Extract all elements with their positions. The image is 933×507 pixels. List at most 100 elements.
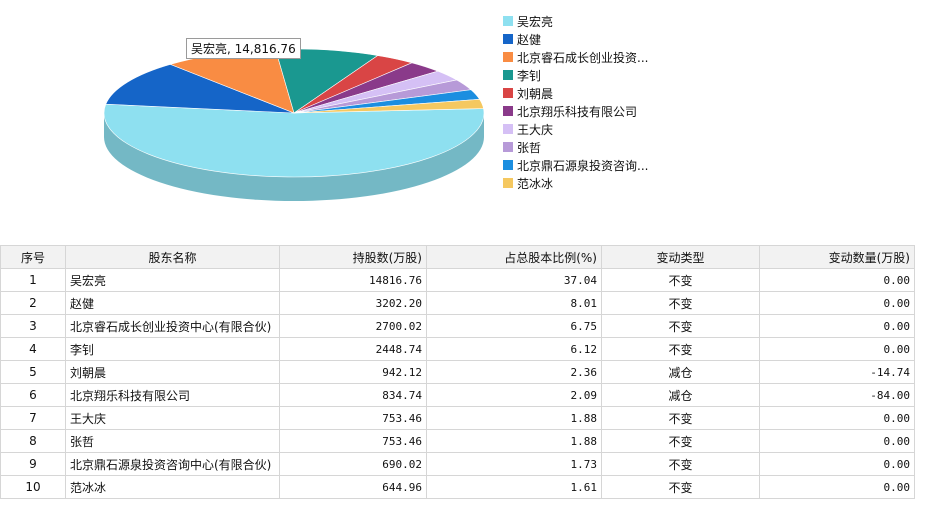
legend-item[interactable]: 刘朝晨 [503,84,648,102]
cell-change-type: 不变 [601,475,760,499]
cell-index: 2 [0,291,66,315]
legend-label: 张哲 [517,140,542,155]
legend-label: 赵健 [517,32,542,47]
pie-slice[interactable] [103,103,485,178]
cell-holder-name: 北京鼎石源泉投资咨询中心(有限合伙) [65,452,280,476]
legend-swatch [503,34,513,44]
cell-change-type: 不变 [601,452,760,476]
cell-holder-name: 刘朝晨 [65,360,280,384]
table-row: 10 范冰冰 644.96 1.61 不变 0.00 [0,475,915,499]
header-change-type: 变动类型 [601,245,760,269]
legend-label: 刘朝晨 [517,86,554,101]
legend-label: 北京鼎石源泉投资咨询... [517,158,649,173]
legend-swatch [503,178,513,188]
header-index: 序号 [0,245,66,269]
cell-shares: 942.12 [279,360,427,384]
cell-holder-name: 赵健 [65,291,280,315]
cell-shares: 753.46 [279,406,427,430]
cell-index: 8 [0,429,66,453]
cell-change-amount: 0.00 [759,475,915,499]
cell-index: 4 [0,337,66,361]
cell-index: 10 [0,475,66,499]
cell-shares: 644.96 [279,475,427,499]
legend-swatch [503,124,513,134]
pie-chart-area: 吴宏亮, 14,816.76 吴宏亮赵健北京睿石成长创业投资... 李钊刘朝晨北京… [0,0,933,240]
table-header-row: 序号 股东名称 持股数(万股) 占总股本比例(%) 变动类型 变动数量(万股) [0,245,915,269]
cell-holder-name: 北京翔乐科技有限公司 [65,383,280,407]
legend-swatch [503,16,513,26]
cell-holder-name: 王大庆 [65,406,280,430]
cell-change-type: 不变 [601,268,760,292]
cell-ratio: 37.04 [426,268,602,292]
legend-item[interactable]: 李钊 [503,66,648,84]
legend-label: 王大庆 [517,122,554,137]
legend-item[interactable]: 王大庆 [503,120,648,138]
pie-slice[interactable] [293,98,484,114]
header-ratio: 占总股本比例(%) [426,245,602,269]
shareholder-table: 序号 股东名称 持股数(万股) 占总股本比例(%) 变动类型 变动数量(万股) … [0,245,915,499]
cell-change-amount: -84.00 [759,383,915,407]
cell-ratio: 2.36 [426,360,602,384]
legend-swatch [503,106,513,116]
cell-change-type: 不变 [601,406,760,430]
legend-item[interactable]: 赵健 [503,30,648,48]
cell-change-type: 不变 [601,337,760,361]
cell-ratio: 8.01 [426,291,602,315]
legend-label: 北京睿石成长创业投资... [517,50,649,65]
table-row: 6 北京翔乐科技有限公司 834.74 2.09 减仓 -84.00 [0,383,915,407]
table-row: 5 刘朝晨 942.12 2.36 减仓 -14.74 [0,360,915,384]
cell-shares: 753.46 [279,429,427,453]
legend-swatch [503,52,513,62]
pie-slice[interactable] [105,64,295,114]
header-shares: 持股数(万股) [279,245,427,269]
cell-ratio: 6.12 [426,337,602,361]
cell-holder-name: 吴宏亮 [65,268,280,292]
legend-swatch [503,88,513,98]
cell-ratio: 6.75 [426,314,602,338]
cell-ratio: 1.73 [426,452,602,476]
legend-item[interactable]: 张哲 [503,138,648,156]
cell-index: 5 [0,360,66,384]
legend-swatch [503,142,513,152]
cell-index: 1 [0,268,66,292]
table-row: 8 张哲 753.46 1.88 不变 0.00 [0,429,915,453]
cell-index: 9 [0,452,66,476]
table-row: 9 北京鼎石源泉投资咨询中心(有限合伙) 690.02 1.73 不变 0.00 [0,452,915,476]
legend-item[interactable]: 北京鼎石源泉投资咨询... [503,156,648,174]
legend-swatch [503,160,513,170]
cell-ratio: 1.88 [426,406,602,430]
pie-slice-side [104,113,484,201]
table-row: 2 赵健 3202.20 8.01 不变 0.00 [0,291,915,315]
cell-ratio: 2.09 [426,383,602,407]
cell-shares: 14816.76 [279,268,427,292]
pie-chart [103,48,485,201]
pie-tooltip: 吴宏亮, 14,816.76 [186,38,301,59]
cell-change-amount: 0.00 [759,268,915,292]
cell-index: 7 [0,406,66,430]
table-row: 1 吴宏亮 14816.76 37.04 不变 0.00 [0,268,915,292]
cell-holder-name: 范冰冰 [65,475,280,499]
legend-label: 范冰冰 [517,176,554,191]
cell-change-amount: 0.00 [759,291,915,315]
legend-item[interactable]: 北京睿石成长创业投资... [503,48,648,66]
cell-shares: 3202.20 [279,291,427,315]
cell-holder-name: 张哲 [65,429,280,453]
legend-item[interactable]: 吴宏亮 [503,12,648,30]
legend-label: 北京翔乐科技有限公司 [517,104,638,119]
cell-change-amount: 0.00 [759,452,915,476]
cell-ratio: 1.61 [426,475,602,499]
cell-change-type: 不变 [601,314,760,338]
cell-shares: 834.74 [279,383,427,407]
legend-label: 李钊 [517,68,542,83]
cell-change-type: 减仓 [601,383,760,407]
cell-change-amount: 0.00 [759,337,915,361]
cell-change-amount: 0.00 [759,314,915,338]
table-row: 3 北京睿石成长创业投资中心(有限合伙) 2700.02 6.75 不变 0.00 [0,314,915,338]
legend-swatch [503,70,513,80]
cell-ratio: 1.88 [426,429,602,453]
legend-item[interactable]: 范冰冰 [503,174,648,192]
cell-shares: 2700.02 [279,314,427,338]
cell-change-type: 减仓 [601,360,760,384]
table-row: 7 王大庆 753.46 1.88 不变 0.00 [0,406,915,430]
legend-item[interactable]: 北京翔乐科技有限公司 [503,102,648,120]
